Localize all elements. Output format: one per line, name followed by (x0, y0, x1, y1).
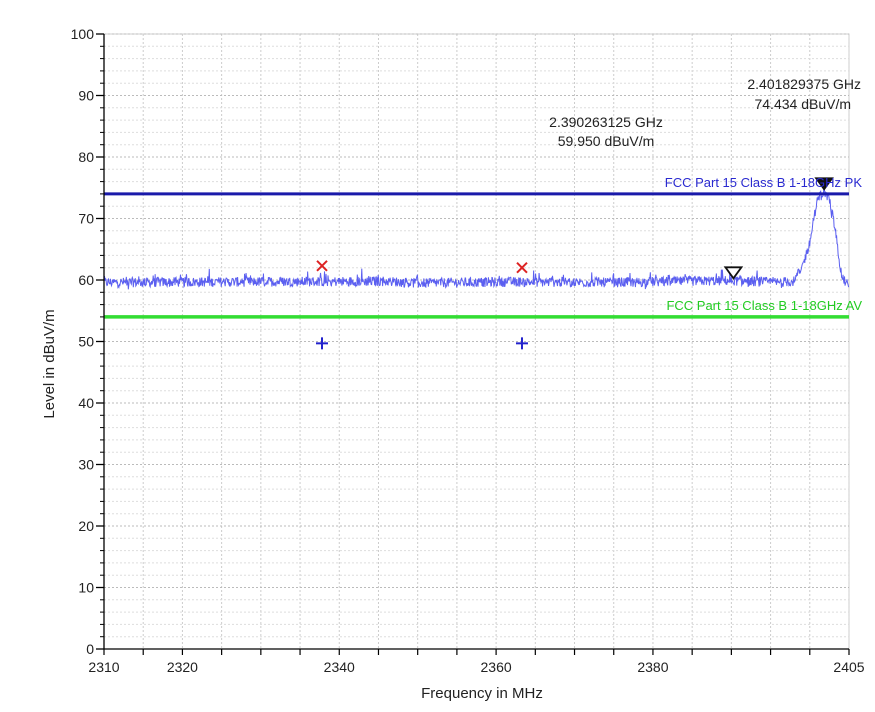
annotation-2-freq: 2.401829375 GHz (747, 76, 861, 92)
y-tick-label: 90 (78, 88, 94, 104)
plus-marker (316, 337, 329, 350)
av-limit-label: FCC Part 15 Class B 1-18GHz AV (666, 298, 862, 313)
x-tick-label: 2405 (833, 659, 864, 675)
y-tick-label: 100 (71, 26, 95, 42)
x-marker-stroke (316, 260, 328, 272)
y-tick-label: 40 (78, 395, 94, 411)
x-marker-stroke (516, 261, 528, 274)
y-tick-label: 70 (78, 211, 94, 227)
y-tick-label: 10 (78, 580, 94, 596)
annotation-1-freq: 2.390263125 GHz (549, 114, 663, 130)
limit-lines (104, 192, 849, 319)
y-axis-label: Level in dBuV/m (41, 309, 58, 418)
markers (316, 177, 834, 350)
peak-marker-filled (814, 177, 834, 191)
pk-limit-label: FCC Part 15 Class B 1-18GHz PK (665, 175, 863, 190)
trace-layer (103, 187, 850, 290)
y-tick-label: 80 (78, 149, 94, 165)
y-tick-label: 30 (78, 457, 94, 473)
x-tick-label: 2380 (637, 659, 668, 675)
peak-marker-open (723, 266, 744, 280)
x-tick-label: 2340 (324, 659, 355, 675)
annotation-1-level: 59.950 dBuV/m (558, 133, 655, 149)
x-axis-label: Frequency in MHz (421, 685, 543, 702)
plus-marker (515, 337, 528, 350)
x-marker (316, 260, 328, 272)
x-tick-label: 2320 (167, 659, 198, 675)
axes: 0 10 20 30 40 50 60 70 80 90 100 2310 2320 2340 2360 23… (71, 26, 865, 675)
measurement-trace (103, 187, 850, 290)
annotation-2-level: 74.434 dBuV/m (754, 96, 851, 112)
y-tick-label: 0 (86, 641, 94, 657)
x-tick-label: 2310 (88, 659, 119, 675)
y-tick-label: 20 (78, 518, 94, 534)
x-tick-label: 2360 (481, 659, 512, 675)
x-marker (516, 261, 528, 274)
y-tick-label: 50 (78, 334, 94, 350)
y-tick-label: 60 (78, 272, 94, 288)
